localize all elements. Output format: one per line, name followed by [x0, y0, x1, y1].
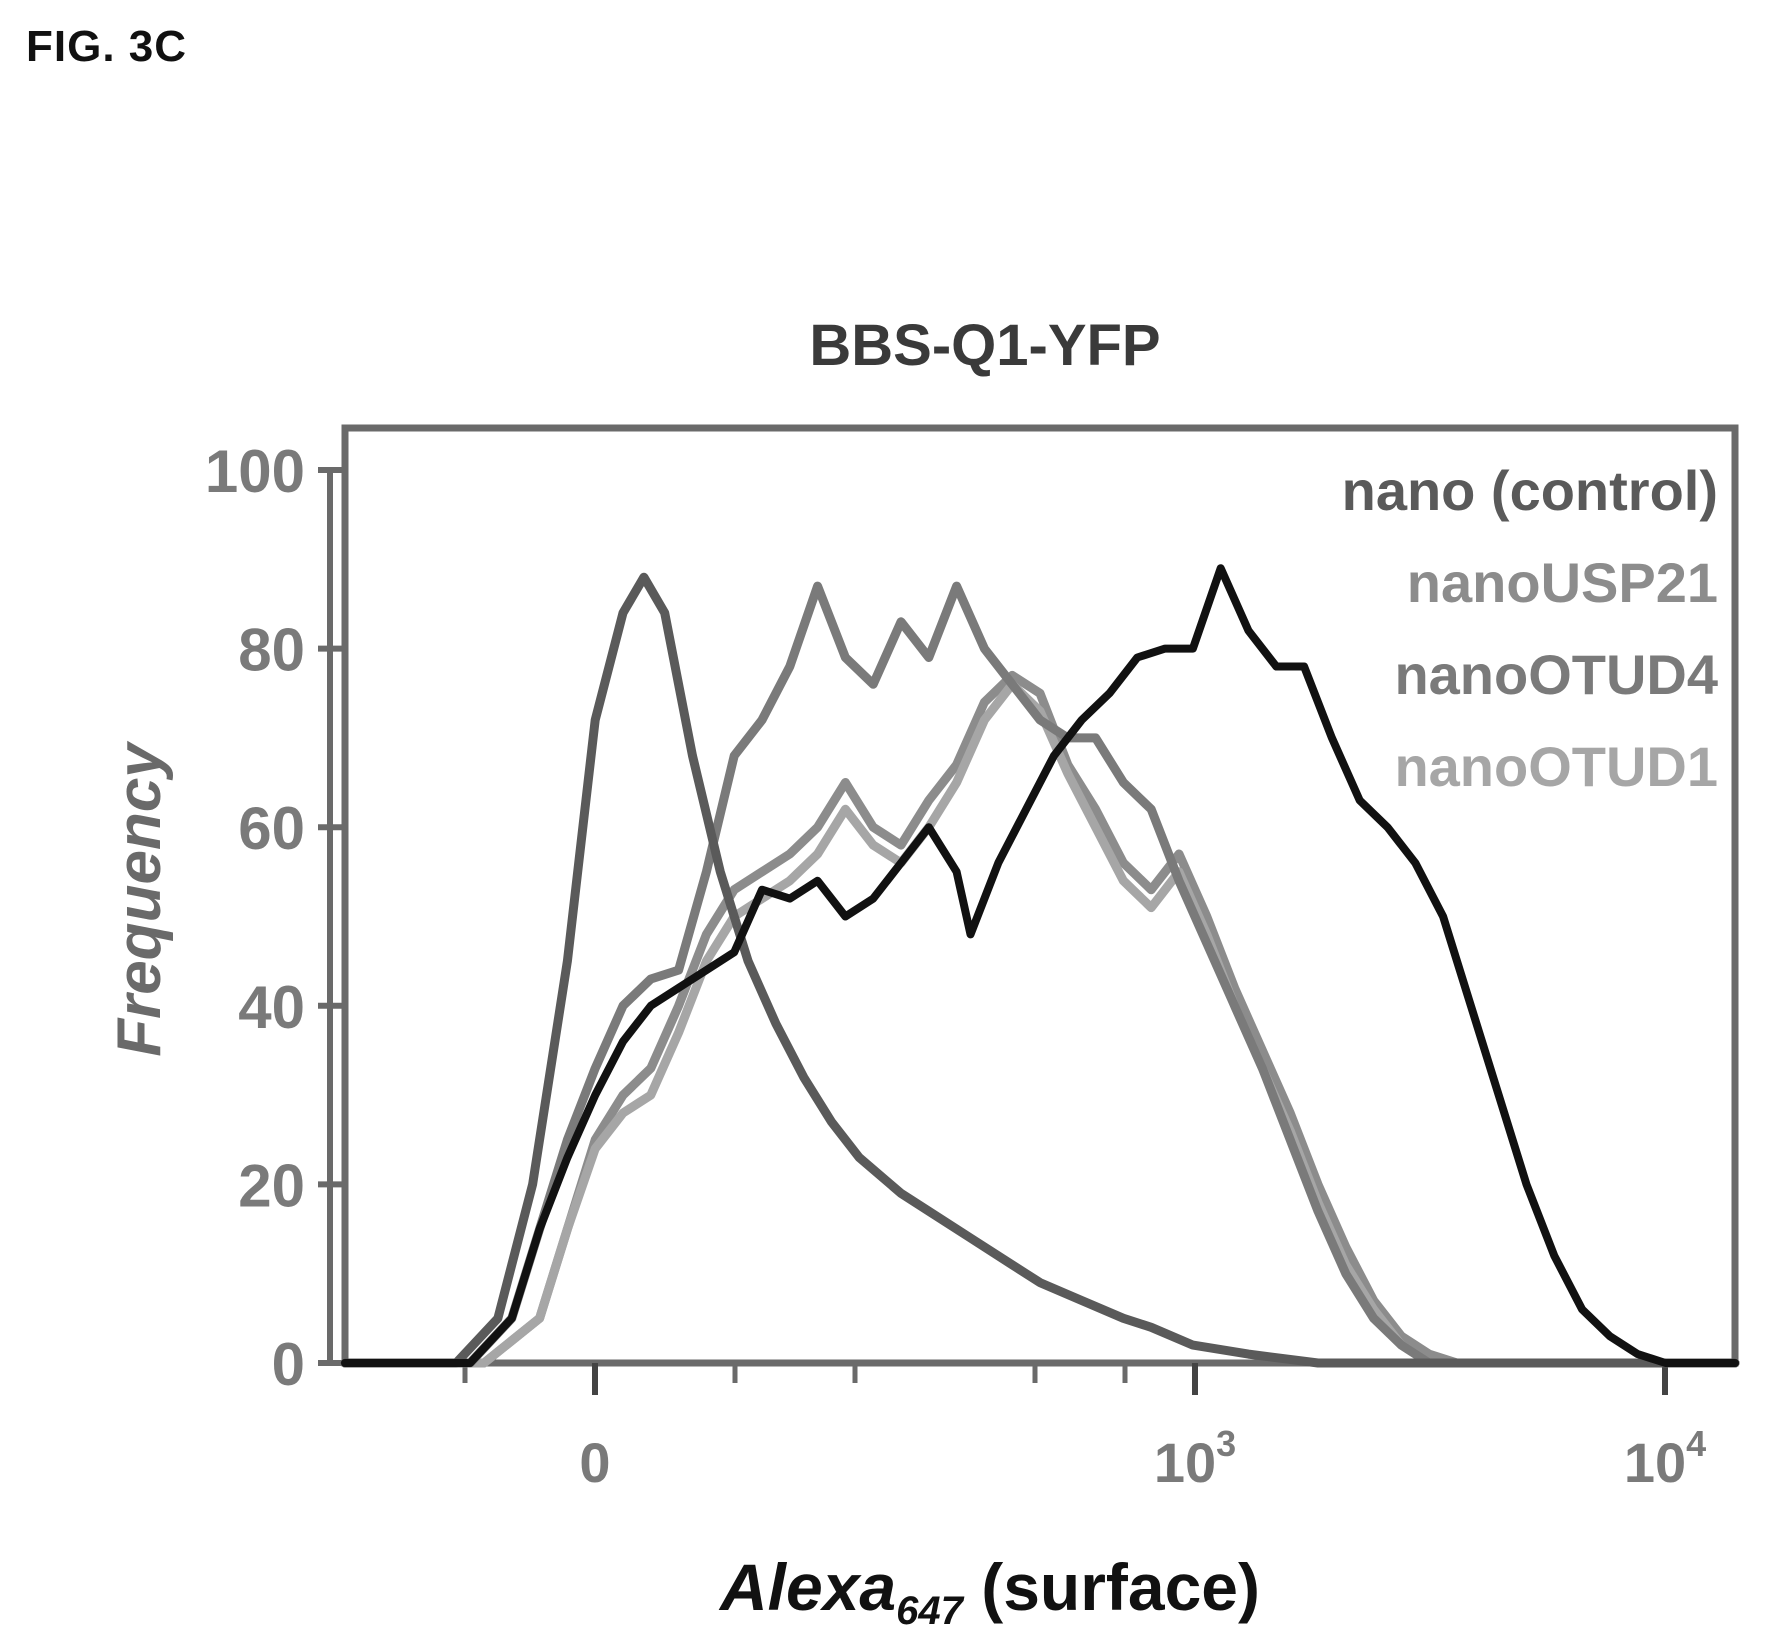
y-tick-label: 80: [238, 617, 305, 684]
x-axis-label-main: Alexa: [718, 1550, 896, 1624]
y-tick-label: 20: [238, 1152, 305, 1219]
y-tick-label: 100: [205, 438, 305, 505]
y-tick-label: 60: [238, 795, 305, 862]
chart-title: BBS-Q1-YFP: [809, 313, 1160, 378]
legend-entry: nanoOTUD1: [1394, 735, 1718, 798]
series-line-2: [340, 581, 1740, 1368]
series-line-1: [340, 670, 1740, 1368]
y-axis-label: Frequency: [105, 740, 174, 1057]
x-axis-label: Alexa647 (surface): [718, 1550, 1260, 1633]
x-axis-label-suffix: (surface): [963, 1550, 1260, 1624]
legend-entry: nanoUSP21: [1407, 551, 1718, 614]
plot-frame: [341, 424, 1739, 1367]
legend: nano (control) nanoUSP21 nanoOTUD4 nanoOTUD…: [1342, 459, 1718, 798]
y-axis-ticks: 0 20 40 60 80 100: [205, 438, 345, 1398]
y-tick-label: 40: [238, 974, 305, 1041]
legend-entry: nano (control): [1342, 459, 1718, 522]
legend-entry: nanoOTUD4: [1394, 643, 1718, 706]
series-line-4: [341, 564, 1739, 1367]
x-axis-label-subscript: 647: [896, 1589, 964, 1633]
figure-label: FIG. 3C: [26, 22, 188, 71]
y-tick-label: 0: [272, 1331, 305, 1398]
x-tick-label: 103: [1154, 1423, 1236, 1494]
x-axis-ticks: 0 103 104: [462, 1363, 1706, 1494]
series-layer: [340, 564, 1740, 1368]
series-line-0: [340, 572, 1740, 1368]
x-tick-label: 0: [579, 1431, 610, 1494]
x-tick-label: 104: [1624, 1423, 1706, 1494]
